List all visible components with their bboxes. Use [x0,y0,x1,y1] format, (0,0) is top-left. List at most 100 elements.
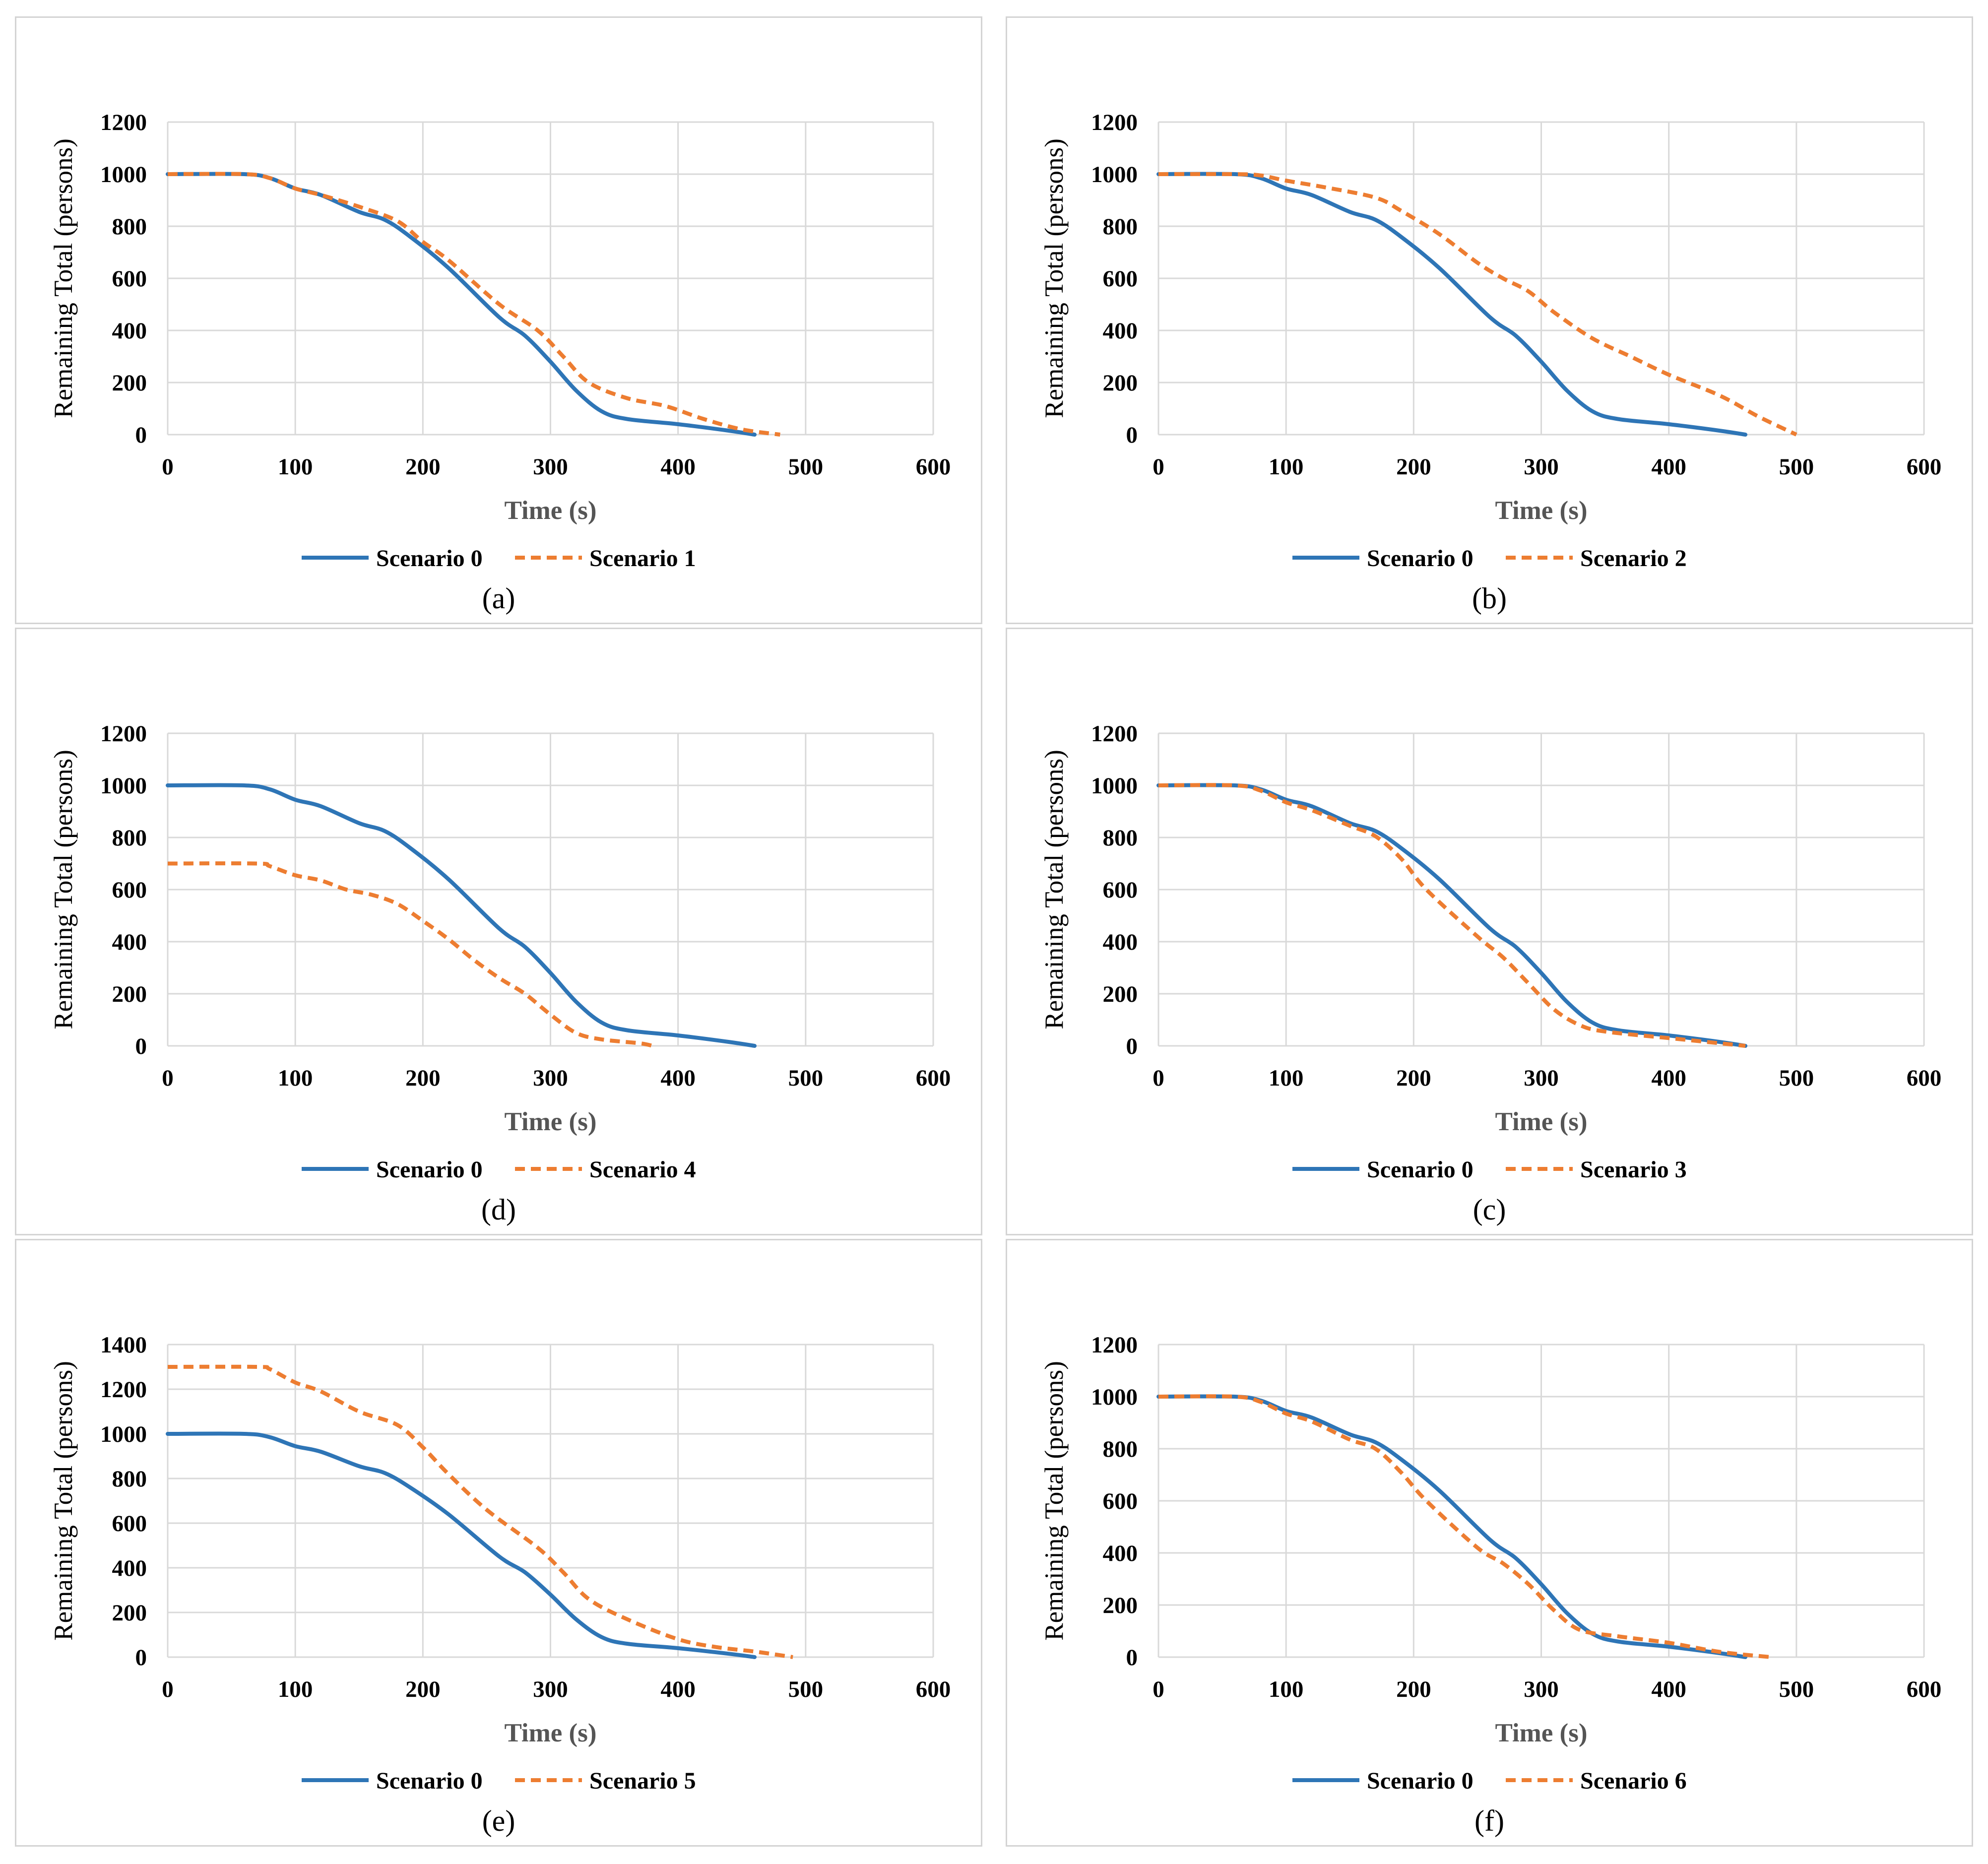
x-axis-title: Time (s) [1495,496,1588,525]
x-tick-label: 100 [1269,1676,1304,1702]
y-tick-label: 1400 [100,1332,147,1358]
y-tick-label: 1000 [100,773,147,799]
legend-label: Scenario 0 [1367,545,1474,572]
y-tick-label: 600 [112,266,147,292]
legend-label: Scenario 0 [376,1157,483,1183]
x-tick-label: 400 [660,1065,696,1091]
chart-svg: 0 200 400 600 800 1000 1200 1400 0 100 200 300 400 50… [49,1332,951,1794]
x-tick-label: 500 [788,454,824,480]
x-axis-title: Time (s) [1495,1719,1588,1747]
x-axis-title: Time (s) [1495,1107,1588,1136]
legend-label: Scenario 3 [1580,1157,1687,1183]
y-tick-label: 200 [1103,981,1138,1007]
x-tick-label: 0 [1153,1065,1164,1091]
chart-panel-d: 0 200 400 600 800 1000 1200 0 100 200 300 400 500 600… [15,628,982,1235]
chart-svg: 0 200 400 600 800 1000 1200 0 100 200 300 400 500 600… [49,721,951,1183]
y-tick-label: 1000 [100,162,147,188]
x-tick-label: 300 [533,1676,568,1702]
y-tick-label: 800 [112,1466,147,1492]
x-tick-label: 200 [1396,1065,1431,1091]
x-tick-label: 500 [788,1065,824,1091]
series-line-scenario-2 [1158,172,1797,437]
x-tick-label: 600 [1907,454,1942,480]
panel-caption: (d) [481,1193,516,1226]
y-axis-title: Remaining Total (persons) [49,750,78,1029]
legend-label: Scenario 0 [1367,1768,1474,1794]
legend-label: Scenario 0 [1367,1157,1474,1183]
y-tick-label: 600 [112,1511,147,1537]
y-axis-title: Remaining Total (persons) [49,138,78,418]
y-tick-label: 0 [1126,422,1138,448]
y-tick-label: 800 [112,214,147,240]
x-tick-label: 400 [660,1676,696,1702]
y-tick-label: 1000 [100,1421,147,1447]
legend-label: Scenario 0 [376,545,483,572]
x-tick-label: 600 [916,1676,951,1702]
y-tick-label: 800 [112,825,147,851]
chart-panel-a: 0 200 400 600 800 1000 1200 0 100 200 300 400 500 600… [15,16,982,624]
x-tick-label: 100 [278,1065,313,1091]
x-tick-label: 500 [1779,454,1814,480]
x-tick-label: 300 [533,454,568,480]
y-tick-label: 1000 [1091,1384,1138,1410]
y-tick-label: 400 [1103,1541,1138,1566]
x-tick-label: 600 [1907,1676,1942,1702]
x-tick-label: 400 [1651,1065,1686,1091]
y-tick-label: 200 [112,981,147,1007]
legend-label: Scenario 5 [589,1768,696,1794]
x-tick-label: 600 [1907,1065,1942,1091]
chart-panel-b: 0 200 400 600 800 1000 1200 0 100 200 300 400 500 600… [1006,16,1973,624]
x-tick-label: 300 [1524,454,1559,480]
x-tick-label: 500 [1779,1676,1814,1702]
chart-svg: 0 200 400 600 800 1000 1200 0 100 200 300 400 500 600… [49,110,951,572]
y-tick-label: 200 [112,1600,147,1626]
series-line-scenario-0 [1156,783,1747,1048]
y-tick-label: 400 [1103,929,1138,955]
series-line-scenario-0 [166,1431,757,1659]
y-tick-label: 200 [1103,1593,1138,1618]
x-tick-label: 0 [1153,1676,1164,1702]
y-axis-title: Remaining Total (persons) [1040,1361,1069,1641]
y-tick-label: 0 [135,1033,147,1059]
y-tick-label: 600 [1103,266,1138,292]
legend-label: Scenario 1 [589,545,696,572]
legend-label: Scenario 4 [589,1157,696,1183]
y-tick-label: 1200 [1091,1332,1138,1358]
legend-label: Scenario 0 [376,1768,483,1794]
y-tick-label: 600 [1103,1488,1138,1514]
y-tick-label: 800 [1103,214,1138,240]
x-tick-label: 200 [405,1065,441,1091]
x-tick-label: 0 [162,1065,174,1091]
y-tick-label: 1000 [1091,773,1138,799]
y-tick-label: 1200 [100,1377,147,1403]
x-tick-label: 300 [533,1065,568,1091]
y-axis-title: Remaining Total (persons) [1040,750,1069,1029]
y-tick-label: 200 [112,370,147,396]
x-tick-label: 200 [1396,454,1431,480]
y-tick-label: 0 [135,422,147,448]
y-tick-label: 600 [1103,877,1138,903]
x-tick-label: 600 [916,1065,951,1091]
legend-label: Scenario 2 [1580,545,1687,572]
panel-caption: (f) [1475,1804,1504,1837]
chart-svg: 0 200 400 600 800 1000 1200 0 100 200 300 400 500 600… [1040,110,1942,572]
x-tick-label: 400 [1651,1676,1686,1702]
series-line-scenario-0 [1156,1394,1747,1659]
y-tick-label: 800 [1103,825,1138,851]
chart-svg: 0 200 400 600 800 1000 1200 0 100 200 300 400 500 600… [1040,721,1942,1183]
y-tick-label: 400 [1103,318,1138,344]
y-tick-label: 200 [1103,370,1138,396]
y-tick-label: 0 [135,1645,147,1671]
x-tick-label: 200 [405,1676,441,1702]
x-axis-title: Time (s) [505,496,597,525]
x-tick-label: 200 [405,454,441,480]
series-line-scenario-5 [167,1364,793,1659]
series-line-scenario-4 [167,861,653,1048]
y-tick-label: 0 [1126,1033,1138,1059]
chart-panel-f: 0 200 400 600 800 1000 1200 0 100 200 300 400 500 600… [1006,1239,1973,1847]
panel-caption: (c) [1473,1193,1506,1226]
series-line-scenario-0 [166,172,757,437]
series-line-scenario-0 [1156,172,1747,437]
y-tick-label: 400 [112,929,147,955]
y-tick-label: 1200 [1091,110,1138,135]
